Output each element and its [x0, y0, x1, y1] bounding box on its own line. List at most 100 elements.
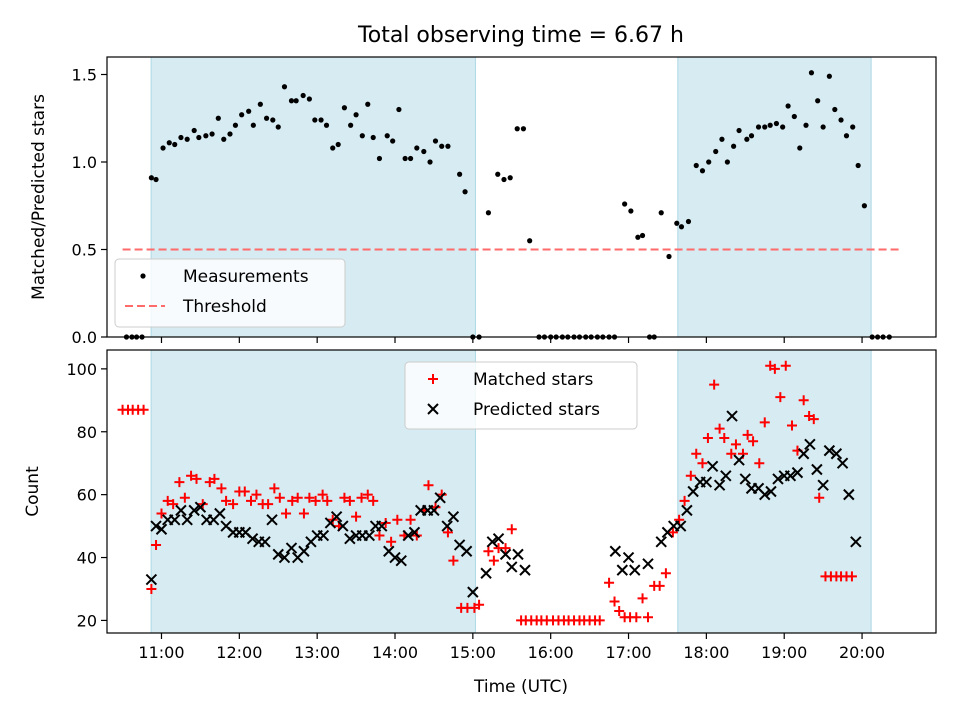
data-point — [427, 159, 433, 165]
data-point — [376, 155, 383, 162]
data-point — [168, 499, 179, 510]
data-point — [628, 208, 634, 214]
data-point — [166, 140, 172, 146]
data-point — [759, 417, 770, 428]
data-point — [850, 536, 862, 548]
data-point — [181, 514, 193, 526]
data-point — [310, 495, 321, 506]
data-point — [811, 463, 823, 476]
y-tick-label: 80 — [77, 423, 97, 442]
legend-handle — [140, 273, 146, 279]
data-point — [775, 392, 786, 403]
data-point — [699, 168, 706, 174]
data-point — [808, 414, 819, 425]
data-point — [512, 548, 524, 561]
data-point — [808, 70, 815, 76]
data-point — [832, 106, 838, 113]
data-point — [616, 564, 629, 576]
data-point — [287, 495, 298, 506]
data-point — [263, 499, 274, 510]
data-point — [843, 488, 855, 501]
data-point — [203, 133, 209, 139]
x-tick-label: 18:00 — [683, 643, 729, 662]
data-point — [374, 530, 385, 541]
data-point — [396, 106, 402, 113]
data-point — [269, 483, 280, 494]
data-point — [145, 573, 158, 586]
data-point — [184, 136, 190, 142]
data-point — [731, 143, 737, 149]
data-point — [250, 122, 256, 128]
data-point — [748, 133, 755, 139]
bottom-panel-star-counts: 20 40 60 80 100 11:00 12:00 13:00 14:00 15:00 16:0… — [23, 349, 937, 662]
data-point — [335, 141, 341, 148]
data-point — [414, 145, 420, 151]
data-point — [270, 117, 276, 123]
data-point — [281, 508, 292, 519]
data-point — [488, 555, 499, 566]
data-point — [460, 545, 473, 557]
data-point — [392, 514, 403, 525]
data-point — [769, 363, 780, 374]
x-tick-label: 20:00 — [839, 643, 885, 662]
data-point — [791, 113, 797, 120]
data-point — [214, 507, 226, 520]
data-point — [457, 171, 463, 177]
data-point — [402, 529, 414, 542]
data-point — [706, 460, 719, 473]
data-point — [724, 159, 730, 165]
data-point — [146, 583, 157, 594]
data-point — [631, 612, 642, 623]
y-axis-label: Matched/Predicted stars — [29, 94, 49, 300]
data-point — [257, 101, 263, 107]
data-point — [266, 514, 278, 526]
data-point — [642, 612, 653, 623]
data-point — [246, 108, 252, 114]
data-point — [739, 473, 751, 485]
data-point — [622, 551, 635, 564]
data-point — [194, 501, 207, 513]
legend-label: Matched stars — [473, 370, 593, 390]
data-point — [826, 73, 832, 79]
data-point — [368, 495, 379, 506]
data-point — [697, 458, 708, 469]
data-point — [304, 492, 315, 503]
data-point — [474, 599, 485, 610]
data-point — [614, 605, 625, 616]
data-point — [432, 138, 439, 144]
data-point — [442, 527, 453, 538]
data-point — [830, 448, 843, 460]
data-point — [780, 124, 786, 130]
data-point — [365, 101, 371, 107]
data-point — [246, 495, 257, 506]
data-point — [709, 379, 720, 390]
data-point — [155, 523, 168, 535]
data-point — [386, 536, 397, 547]
data-point — [186, 470, 197, 481]
data-point — [162, 495, 173, 506]
data-point — [762, 124, 768, 130]
data-point — [298, 508, 309, 519]
data-point — [637, 593, 648, 604]
data-point — [500, 543, 511, 554]
axes-frame — [106, 349, 937, 634]
data-point — [815, 98, 821, 104]
data-point — [736, 127, 742, 134]
data-point — [622, 201, 628, 207]
data-point — [658, 210, 664, 216]
data-point — [609, 545, 622, 557]
data-point — [742, 429, 753, 440]
data-point — [423, 480, 434, 491]
data-point — [160, 145, 166, 151]
data-point — [838, 117, 844, 123]
data-point — [719, 136, 725, 142]
data-point — [755, 124, 762, 130]
data-point — [639, 232, 646, 239]
data-point — [259, 536, 271, 548]
data-point — [246, 532, 259, 545]
data-point — [759, 488, 771, 501]
data-point — [312, 117, 318, 123]
data-point — [344, 532, 356, 545]
data-point — [288, 98, 295, 104]
